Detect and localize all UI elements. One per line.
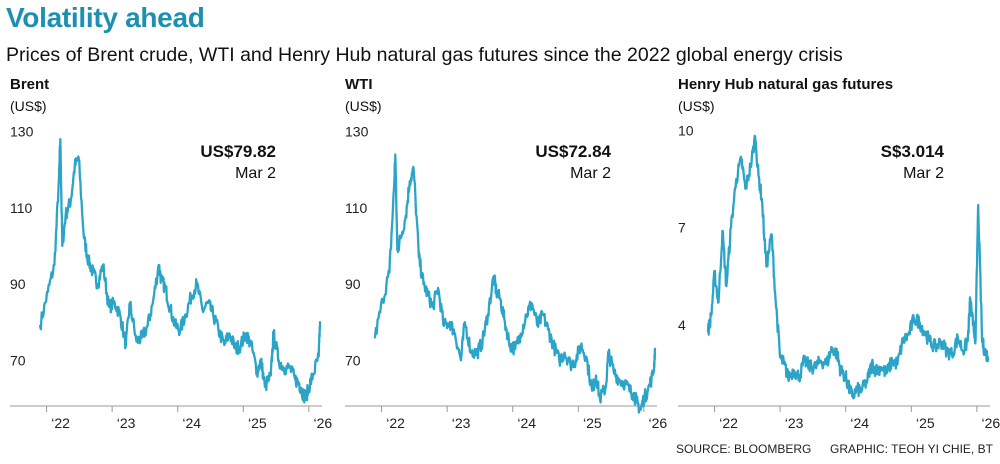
wti-y-tick-label: 70 [345, 352, 361, 368]
henry-hub-x-tick-label: ‘24 [850, 415, 869, 431]
henry-hub-latest-date-label: Mar 2 [903, 165, 944, 182]
wti-y-tick-label: 110 [345, 200, 368, 216]
henry-hub-x-tick-label: ‘25 [916, 415, 935, 431]
wti-chart: 130 110 90 70 ‘22 ‘23 ‘24 ‘25 ‘26 US$72.84 Mar 2 [345, 124, 667, 431]
brent-unit-label: (US$) [10, 98, 47, 114]
henry-hub-chart: 10 7 4 ‘22 ‘23 ‘24 ‘25 ‘26 S$3.014 Mar 2 [678, 122, 1000, 431]
henry-hub-price-line [706, 134, 990, 400]
wti-x-tick-label: ‘24 [517, 415, 536, 431]
brent-x-tick-label: ‘24 [182, 415, 201, 431]
brent-x-tick-label: ‘23 [117, 415, 136, 431]
henry-hub-y-tick-label: 7 [678, 220, 686, 236]
brent-y-tick-label: 130 [10, 124, 34, 140]
brent-chart-title: Brent [10, 76, 50, 93]
source-credit: SOURCE: BLOOMBERG [676, 442, 812, 456]
henry-hub-y-tick-label: 4 [678, 317, 686, 333]
brent-chart-panel: Brent (US$) 130 110 90 70 ‘22 ‘23 ‘24 ‘25 ‘26 US$… [10, 76, 332, 438]
wti-y-tick-label: 90 [345, 276, 361, 292]
wti-unit-label: (US$) [345, 98, 382, 114]
graphic-credit: GRAPHIC: TEOH YI CHIE, BT [830, 442, 993, 456]
wti-x-tick-label: ‘26 [649, 415, 668, 431]
brent-chart: 130 110 90 70 ‘22 ‘23 ‘24 ‘25 ‘26 US$79.82 Mar 2 [10, 124, 332, 431]
wti-chart-title: WTI [345, 76, 373, 93]
wti-x-tick-label: ‘23 [452, 415, 471, 431]
henry-hub-chart-title: Henry Hub natural gas futures [678, 76, 894, 93]
brent-y-tick-label: 70 [10, 352, 26, 368]
brent-x-tick-label: ‘25 [248, 415, 267, 431]
page-subtitle: Prices of Brent crude, WTI and Henry Hub… [6, 44, 843, 66]
brent-latest-value-label: US$79.82 [200, 142, 276, 161]
page-title: Volatility ahead [6, 2, 205, 33]
brent-x-tick-label: ‘26 [314, 415, 333, 431]
henry-hub-unit-label: (US$) [678, 98, 715, 114]
brent-y-tick-label: 110 [10, 200, 33, 216]
wti-latest-value-label: US$72.84 [535, 142, 611, 161]
henry-hub-y-tick-label: 10 [678, 122, 694, 138]
henry-hub-chart-panel: Henry Hub natural gas futures (US$) 10 7 4… [678, 76, 1000, 438]
brent-x-tick-label: ‘22 [51, 415, 70, 431]
henry-hub-x-tick-label: ‘26 [982, 415, 1000, 431]
wti-latest-date-label: Mar 2 [570, 165, 611, 182]
henry-hub-x-tick-label: ‘23 [785, 415, 804, 431]
wti-y-tick-label: 130 [345, 124, 369, 140]
wti-price-line [373, 153, 657, 414]
wti-x-tick-label: ‘25 [583, 415, 602, 431]
brent-price-line [38, 138, 322, 404]
wti-chart-panel: WTI (US$) 130 110 90 70 ‘22 ‘23 ‘24 ‘25 ‘26 US$72… [345, 76, 667, 438]
brent-y-tick-label: 90 [10, 276, 26, 292]
wti-x-tick-label: ‘22 [386, 415, 405, 431]
henry-hub-latest-value-label: S$3.014 [881, 142, 945, 161]
brent-latest-date-label: Mar 2 [235, 165, 276, 182]
henry-hub-x-tick-label: ‘22 [719, 415, 738, 431]
